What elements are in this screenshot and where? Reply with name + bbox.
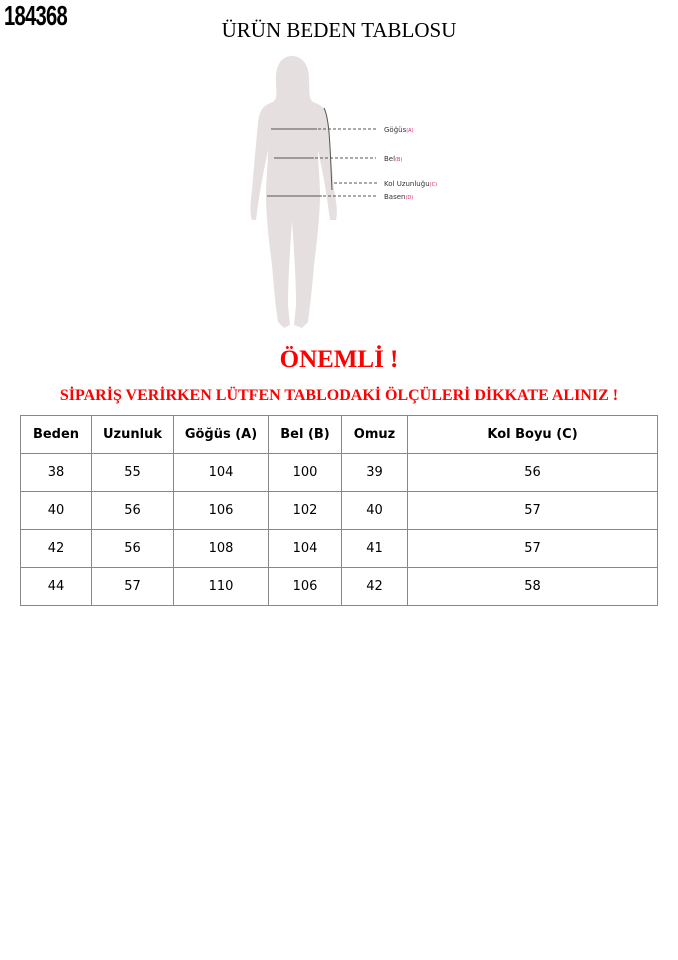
column-header: Uzunluk: [91, 415, 174, 454]
table-cell: 110: [173, 567, 269, 606]
table-cell: 102: [268, 491, 342, 530]
table-row: 40 56 106 102 40 57: [20, 491, 658, 530]
product-code: 184368: [4, 0, 68, 31]
table-cell: 57: [407, 529, 658, 568]
size-table: Beden Uzunluk Göğüs (A) Bel (B) Omuz Kol Boyu…: [20, 415, 658, 606]
table-cell: 104: [173, 453, 269, 492]
table-cell: 56: [91, 491, 174, 530]
table-cell: 40: [20, 491, 92, 530]
warning-text: SİPARİŞ VERİRKEN LÜTFEN TABLODAKİ ÖLÇÜLE…: [59, 387, 619, 404]
table-row: 38 55 104 100 39 56: [20, 453, 658, 492]
table-cell: 41: [341, 529, 408, 568]
label-gogus: Göğüs(A): [384, 126, 414, 134]
table-cell: 56: [407, 453, 658, 492]
table-cell: 100: [268, 453, 342, 492]
table-cell: 106: [173, 491, 269, 530]
label-basen: Basen(D): [384, 193, 413, 201]
table-cell: 42: [341, 567, 408, 606]
table-cell: 38: [20, 453, 92, 492]
table-cell: 56: [91, 529, 174, 568]
column-header: Omuz: [341, 415, 408, 454]
body-measurement-figure: Göğüs(A) Bel(B) Kol Uzunluğu(C) Basen(D): [250, 56, 437, 328]
table-cell: 57: [407, 491, 658, 530]
table-header: Beden Uzunluk Göğüs (A) Bel (B) Omuz Kol Boyu…: [20, 415, 658, 454]
table-cell: 57: [91, 567, 174, 606]
table-cell: 104: [268, 529, 342, 568]
table-cell: 42: [20, 529, 92, 568]
silhouette: [250, 56, 337, 328]
column-header: Kol Boyu (C): [407, 415, 658, 454]
table-cell: 40: [341, 491, 408, 530]
table-cell: 106: [268, 567, 342, 606]
table-cell: 58: [407, 567, 658, 606]
important-heading: ÖNEMLİ !: [279, 346, 399, 373]
table-cell: 39: [341, 453, 408, 492]
column-header: Beden: [20, 415, 92, 454]
table-row: 42 56 108 104 41 57: [20, 529, 658, 568]
column-header: Göğüs (A): [173, 415, 269, 454]
label-bel: Bel(B): [384, 155, 402, 163]
label-kol: Kol Uzunluğu(C): [384, 180, 437, 188]
table-cell: 44: [20, 567, 92, 606]
table-cell: 108: [173, 529, 269, 568]
table-row: 44 57 110 106 42 58: [20, 567, 658, 606]
table-cell: 55: [91, 453, 174, 492]
column-header: Bel (B): [268, 415, 342, 454]
page-title: ÜRÜN BEDEN TABLOSU: [221, 18, 457, 42]
